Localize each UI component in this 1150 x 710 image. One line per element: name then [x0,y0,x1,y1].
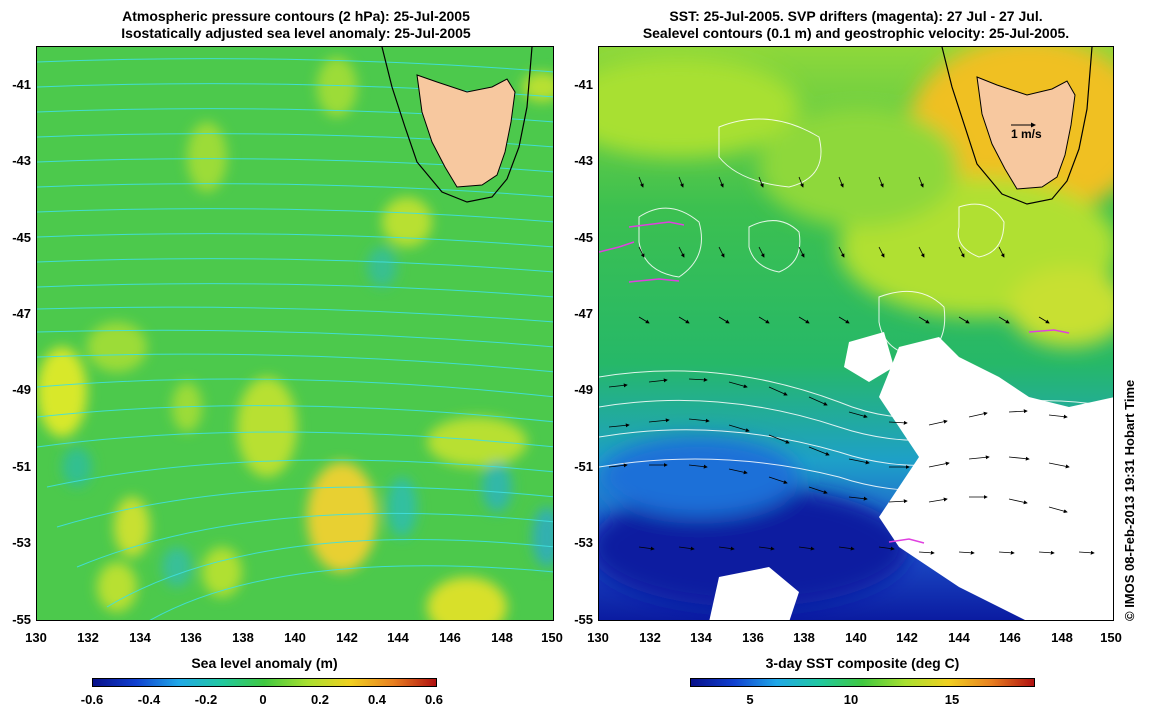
right-lon-tick: 132 [639,630,661,645]
left-lat-tick: -49 [12,382,31,397]
left-colorbar-tick: 0.6 [424,692,444,707]
left-lon-tick: 144 [387,630,409,645]
right-colorbar-title: 3-day SST composite (deg C) [765,655,960,671]
right-colorbar-tick: 10 [843,692,859,707]
left-lon-tick: 148 [491,630,513,645]
svp-drifter-tracks [599,221,1070,544]
left-colorbar-tick: -0.2 [194,692,218,707]
left-lon-tick: 150 [541,630,563,645]
anomaly-patches [37,57,553,620]
left-lat-tick: -45 [12,230,31,245]
right-lat-tick: -45 [574,230,593,245]
sst-map: 1 m/s [598,46,1114,621]
left-lon-tick: 132 [77,630,99,645]
sst-colorbar [690,678,1035,687]
left-title-line1: Atmospheric pressure contours (2 hPa): 2… [122,8,470,24]
left-lon-tick: 146 [439,630,461,645]
left-lon-tick: 134 [129,630,151,645]
right-lon-tick: 146 [999,630,1021,645]
left-title-line2: Isostatically adjusted sea level anomaly… [121,25,471,41]
left-colorbar-tick: -0.4 [137,692,161,707]
cloud-mask [709,332,1113,620]
left-lat-tick: -55 [12,612,31,627]
right-lat-tick: -53 [574,535,593,550]
geostrophic-velocity-arrows [608,176,1095,555]
left-lon-tick: 130 [25,630,47,645]
right-colorbar-tick: 5 [746,692,754,707]
sst-plot [599,47,1113,620]
right-lon-tick: 144 [948,630,970,645]
left-lat-tick: -47 [12,306,31,321]
left-lat-tick: -53 [12,535,31,550]
left-lon-tick: 136 [180,630,202,645]
imos-credit: © IMOS 08-Feb-2013 19:31 Hobart Time [1122,379,1137,621]
sea-level-anomaly-plot [37,47,553,620]
right-title: SST: 25-Jul-2005. SVP drifters (magenta)… [598,8,1114,42]
right-lon-tick: 136 [742,630,764,645]
right-lon-tick: 140 [845,630,867,645]
right-lat-tick: -47 [574,306,593,321]
sea-level-anomaly-map [36,46,554,621]
shelf-contour-sst [941,47,1093,205]
right-lon-tick: 142 [896,630,918,645]
right-colorbar-tick: 15 [944,692,960,707]
left-lon-tick: 138 [232,630,254,645]
right-lat-tick: -55 [574,612,593,627]
left-lat-tick: -43 [12,153,31,168]
right-lon-tick: 130 [587,630,609,645]
right-title-line2: Sealevel contours (0.1 m) and geostrophi… [642,25,1070,41]
left-colorbar-tick: 0.4 [367,692,387,707]
left-lat-tick: -41 [12,77,31,92]
right-lat-tick: -51 [574,459,593,474]
right-lon-tick: 148 [1051,630,1073,645]
left-title: Atmospheric pressure contours (2 hPa): 2… [36,8,556,42]
right-title-line1: SST: 25-Jul-2005. SVP drifters (magenta)… [669,8,1043,24]
right-lat-tick: -43 [574,153,593,168]
right-lon-tick: 138 [793,630,815,645]
velocity-scale-label: 1 m/s [1011,127,1042,141]
left-lon-tick: 142 [336,630,358,645]
right-lat-tick: -41 [574,77,593,92]
right-lon-tick: 150 [1100,630,1122,645]
sealevel-contours [599,118,1113,498]
sea-level-colorbar [92,678,437,687]
left-colorbar-tick: 0 [259,692,267,707]
right-lon-tick: 134 [690,630,712,645]
left-colorbar-tick: 0.2 [310,692,330,707]
tasmania-landmass [416,74,516,188]
left-lat-tick: -51 [12,459,31,474]
left-lon-tick: 140 [284,630,306,645]
left-colorbar-tick: -0.6 [80,692,104,707]
left-colorbar-title: Sea level anomaly (m) [191,655,338,671]
right-lat-tick: -49 [574,382,593,397]
shelf-contour [381,47,533,203]
tasmania-landmass-sst [976,76,1076,190]
